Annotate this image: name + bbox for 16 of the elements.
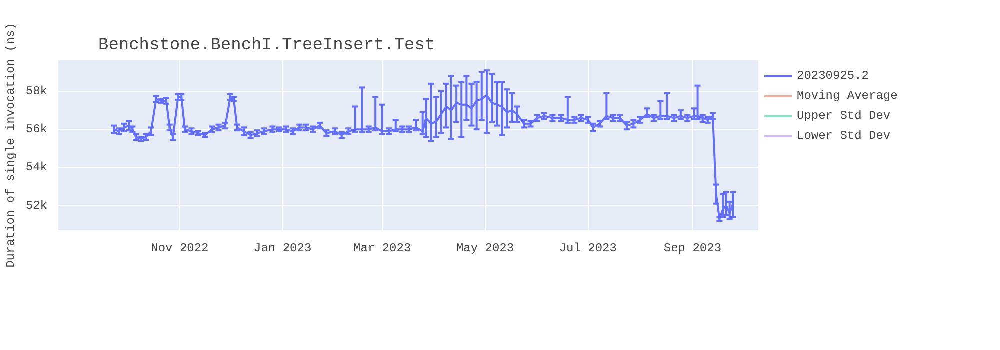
x-tick-label: May 2023 xyxy=(456,242,514,256)
x-tick-label: Sep 2023 xyxy=(664,242,722,256)
y-tick-label: 54k xyxy=(26,160,48,175)
legend-label: Upper Std Dev xyxy=(797,109,891,123)
y-tick-label: 56k xyxy=(26,122,48,137)
chart-title: Benchstone.BenchI.TreeInsert.Test xyxy=(98,36,436,56)
y-tick-label: 58k xyxy=(26,84,48,99)
x-tick-label: Jul 2023 xyxy=(559,242,617,256)
y-tick-label: 52k xyxy=(26,198,48,213)
x-tick-label: Jan 2023 xyxy=(254,242,312,256)
legend-label: 20230925.2 xyxy=(797,69,870,83)
y-axis-title: Duration of single invocation (ns) xyxy=(4,23,18,268)
legend-label: Moving Average xyxy=(797,89,898,103)
x-tick-label: Nov 2022 xyxy=(151,242,209,256)
x-tick-label: Mar 2023 xyxy=(354,242,412,256)
legend-label: Lower Std Dev xyxy=(797,129,891,143)
